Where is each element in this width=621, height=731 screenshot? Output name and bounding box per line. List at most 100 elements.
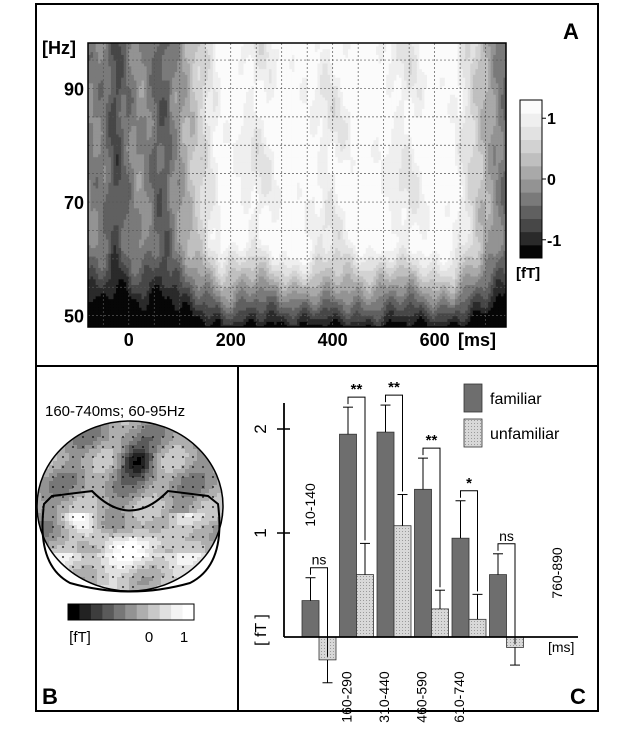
heatmap-cell	[95, 273, 99, 277]
heatmap-cell	[93, 247, 97, 251]
heatmap-cell	[195, 190, 199, 195]
heatmap-cell	[169, 43, 173, 47]
heatmap-cell	[113, 179, 117, 183]
heatmap-cell	[202, 250, 206, 254]
heatmap-cell	[182, 45, 186, 50]
heatmap-cell	[95, 295, 99, 300]
heatmap-cell	[133, 196, 138, 200]
heatmap-cell	[200, 71, 204, 75]
heatmap-cell	[156, 295, 160, 300]
heatmap-cell	[100, 290, 104, 294]
heatmap-cell	[116, 304, 120, 308]
heatmap-cell	[136, 185, 140, 189]
heatmap-cell	[100, 119, 104, 124]
heatmap-cell	[195, 321, 199, 325]
heatmap-cell	[187, 233, 191, 237]
heatmap-cell	[88, 99, 92, 104]
heatmap-cell	[205, 128, 209, 132]
heatmap-cell	[126, 133, 130, 138]
heatmap-cell	[126, 318, 130, 322]
heatmap-cell	[116, 190, 120, 195]
heatmap-cell	[108, 65, 112, 70]
heatmap-cell	[146, 82, 150, 87]
heatmap-cell	[159, 241, 163, 246]
heatmap-cell	[90, 77, 94, 81]
heatmap-cell	[113, 227, 117, 232]
heatmap-cell	[144, 309, 148, 314]
heatmap-cell	[90, 136, 94, 141]
heatmap-cell	[182, 312, 186, 317]
heatmap-cell	[151, 258, 155, 263]
heatmap-cell	[164, 267, 168, 271]
heatmap-cell	[205, 238, 209, 243]
heatmap-cell	[189, 156, 194, 161]
heatmap-cell	[133, 94, 138, 98]
heatmap-cell	[126, 60, 130, 64]
heatmap-cell	[195, 148, 199, 152]
heatmap-cell	[108, 167, 112, 172]
heatmap-cell	[108, 204, 112, 209]
heatmap-cell	[93, 318, 97, 322]
heatmap-cell	[151, 204, 155, 209]
heatmap-cell	[177, 108, 181, 112]
heatmap-cell	[187, 307, 191, 311]
heatmap-cell	[202, 165, 206, 169]
heatmap-cell	[118, 315, 122, 320]
heatmap-cell	[177, 54, 181, 58]
heatmap-cell	[116, 227, 120, 232]
heatmap-cell	[172, 54, 176, 58]
heatmap-cell	[192, 94, 196, 98]
heatmap-cell	[110, 267, 115, 271]
heatmap-cell	[149, 307, 153, 311]
heatmap-cell	[131, 165, 135, 169]
heatmap-cell	[197, 170, 201, 175]
heatmap-cell	[210, 270, 214, 274]
heatmap-cell	[202, 238, 206, 243]
heatmap-cell	[123, 309, 127, 314]
heatmap-cell	[133, 219, 138, 223]
heatmap-cell	[93, 312, 97, 317]
heatmap-cell	[138, 318, 143, 322]
heatmap-cell	[159, 114, 163, 118]
heatmap-cell	[195, 182, 199, 186]
heatmap-cell	[200, 77, 204, 81]
heatmap-cell	[131, 99, 135, 104]
heatmap-cell	[212, 133, 217, 138]
heatmap-cell	[200, 261, 204, 266]
heatmap-cell	[197, 105, 201, 109]
heatmap-cell	[161, 267, 166, 271]
heatmap-cell	[167, 68, 171, 72]
heatmap-cell	[179, 256, 183, 260]
heatmap-cell	[184, 238, 188, 243]
heatmap-cell	[174, 287, 178, 291]
heatmap-cell	[100, 292, 104, 297]
heatmap-cell	[98, 133, 102, 138]
heatmap-cell	[197, 111, 201, 115]
heatmap-cell	[136, 156, 140, 161]
heatmap-cell	[88, 221, 92, 226]
heatmap-cell	[105, 264, 109, 268]
heatmap-cell	[108, 224, 112, 229]
heatmap-cell	[161, 156, 166, 161]
heatmap-cell	[100, 125, 104, 129]
heatmap-cell	[133, 167, 138, 172]
heatmap-cell	[189, 111, 194, 115]
heatmap-cell	[149, 253, 153, 257]
heatmap-cell	[128, 213, 132, 217]
heatmap-cell	[179, 159, 183, 163]
heatmap-cell	[138, 304, 143, 308]
heatmap-cell	[141, 62, 145, 67]
heatmap-cell	[98, 318, 102, 322]
heatmap-cell	[151, 96, 155, 101]
heatmap-cell	[197, 94, 201, 98]
heatmap-cell	[210, 238, 214, 243]
heatmap-cell	[184, 207, 188, 212]
heatmap-cell	[144, 60, 148, 64]
heatmap-cell	[174, 270, 178, 274]
heatmap-cell	[98, 131, 102, 135]
heatmap-cell	[207, 156, 211, 161]
heatmap-cell	[167, 261, 171, 266]
heatmap-cell	[126, 148, 130, 152]
heatmap-cell	[161, 82, 166, 87]
